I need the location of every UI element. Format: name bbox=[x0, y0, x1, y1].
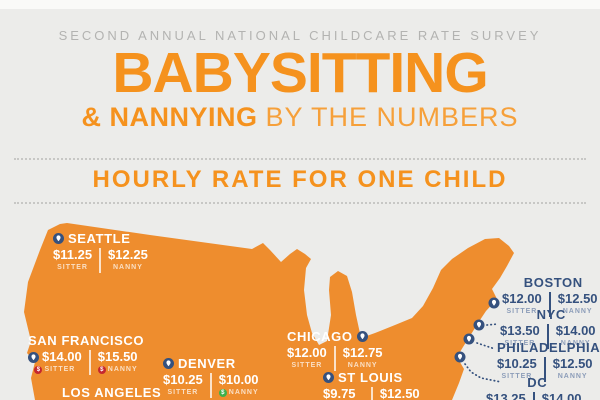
sitter-rate: $12.00 bbox=[287, 345, 327, 360]
sitter-rate: $13.25 bbox=[486, 391, 526, 400]
city-name: LOS ANGELES bbox=[62, 385, 162, 400]
nanny-caption: NANNY bbox=[107, 366, 138, 374]
sitter-caption: SITTER bbox=[44, 366, 76, 374]
philadelphia-leader-line bbox=[476, 342, 496, 350]
section-heading: HOURLY RATE FOR ONE CHILD bbox=[92, 166, 508, 193]
city-name: SEATTLE bbox=[68, 231, 131, 246]
city-name: ST LOUIS bbox=[338, 370, 403, 385]
nanny-rate: $15.50 bbox=[97, 349, 138, 364]
city-st-louis: ST LOUIS $9.75 $SITTER $12.50 NANNY bbox=[323, 371, 427, 400]
top-strip bbox=[0, 0, 600, 9]
sitter-rate: $11.25 bbox=[53, 247, 93, 262]
dotted-divider-bottom bbox=[14, 202, 586, 204]
city-name: SAN FRANCISCO bbox=[28, 333, 145, 348]
nanny-caption: NANNY bbox=[560, 340, 591, 348]
subtitle-bold: & NANNYING bbox=[81, 102, 258, 132]
us-map-shape bbox=[24, 223, 514, 400]
city-name: BOSTON bbox=[523, 275, 583, 290]
nanny-rate: $14.00 bbox=[555, 323, 596, 338]
city-name: DC bbox=[527, 375, 548, 390]
dotted-divider-top bbox=[14, 158, 586, 160]
highest-rate-dollar-icon: $ bbox=[34, 366, 43, 375]
city-name: DENVER bbox=[178, 356, 236, 371]
city-boston: BOSTON $12.00 SITTER $12.50 NANNY bbox=[502, 276, 600, 317]
city-name: CHICAGO bbox=[287, 329, 353, 344]
sitter-rate: $10.25 bbox=[497, 356, 537, 371]
nyc-pin-icon bbox=[473, 319, 485, 331]
page-title: BABYSITTING bbox=[112, 41, 488, 105]
dc-leader-line bbox=[464, 363, 502, 383]
nanny-caption: NANNY bbox=[347, 362, 378, 370]
sitter-caption: SITTER bbox=[291, 362, 323, 370]
page-subtitle: & NANNYING BY THE NUMBERS bbox=[0, 102, 600, 133]
survey-label: SECOND ANNUAL NATIONAL CHILDCARE RATE SU… bbox=[58, 28, 542, 43]
city-dc: DC $13.25 SITTER $14.00 NANNY bbox=[486, 376, 589, 400]
lowest-rate-dollar-icon: $ bbox=[218, 389, 227, 398]
nanny-caption: NANNY bbox=[562, 308, 593, 316]
nanny-rate: $10.00 bbox=[218, 372, 259, 387]
location-pin-icon bbox=[323, 372, 334, 383]
sitter-rate: $12.00 bbox=[502, 291, 542, 306]
city-chicago: CHICAGO $12.00 SITTER $12.75 NANNY bbox=[287, 330, 390, 371]
highest-rate-dollar-icon: $ bbox=[97, 366, 106, 375]
sitter-rate: $9.75 bbox=[323, 386, 356, 400]
nanny-caption: NANNY bbox=[112, 264, 143, 272]
sitter-rate: $14.00 bbox=[42, 349, 82, 364]
city-name: NYC bbox=[536, 307, 566, 322]
boston-pin-icon bbox=[488, 297, 500, 309]
location-pin-icon bbox=[356, 331, 368, 342]
philadelphia-pin-icon bbox=[463, 333, 475, 345]
sitter-rate: $10.25 bbox=[163, 372, 203, 387]
sitter-caption: SITTER bbox=[501, 373, 533, 381]
location-pin-icon bbox=[28, 351, 39, 363]
sitter-caption: SITTER bbox=[504, 340, 536, 348]
sitter-caption: SITTER bbox=[57, 264, 88, 272]
subtitle-light: BY THE NUMBERS bbox=[265, 102, 519, 132]
sitter-rate: $13.50 bbox=[500, 323, 540, 338]
nyc-leader-line bbox=[486, 323, 499, 326]
location-pin-icon bbox=[163, 358, 174, 369]
location-pin-icon bbox=[53, 233, 64, 244]
city-los-angeles: LOS ANGELES bbox=[62, 386, 161, 399]
city-san-francisco: SAN FRANCISCO $14.00 $ SITTER $15.50 $ NAN… bbox=[28, 334, 145, 375]
nanny-rate: $12.50 bbox=[552, 356, 593, 371]
city-denver: DENVER $10.25 SITTER $10.00 $ NANNY bbox=[163, 357, 266, 398]
city-seattle: SEATTLE $11.25 SITTER $12.25 NANNY bbox=[53, 232, 155, 273]
city-philadelphia: PHILADELPHIA $10.25 SITTER $12.50 NANNY bbox=[497, 341, 600, 382]
sitter-caption: SITTER bbox=[167, 389, 199, 397]
nanny-rate: $12.75 bbox=[342, 345, 383, 360]
city-nyc: NYC $13.50 SITTER $14.00 NANNY bbox=[500, 308, 600, 349]
nanny-rate: $12.25 bbox=[108, 247, 148, 262]
city-name: PHILADELPHIA bbox=[497, 340, 600, 355]
nanny-rate: $12.50 bbox=[379, 386, 420, 400]
dc-pin-icon bbox=[454, 351, 466, 363]
sitter-caption: SITTER bbox=[506, 308, 538, 316]
nanny-rate: $14.00 bbox=[541, 391, 582, 400]
nanny-rate: $12.50 bbox=[557, 291, 598, 306]
nanny-caption: NANNY bbox=[228, 389, 259, 397]
nanny-caption: NANNY bbox=[557, 373, 588, 381]
